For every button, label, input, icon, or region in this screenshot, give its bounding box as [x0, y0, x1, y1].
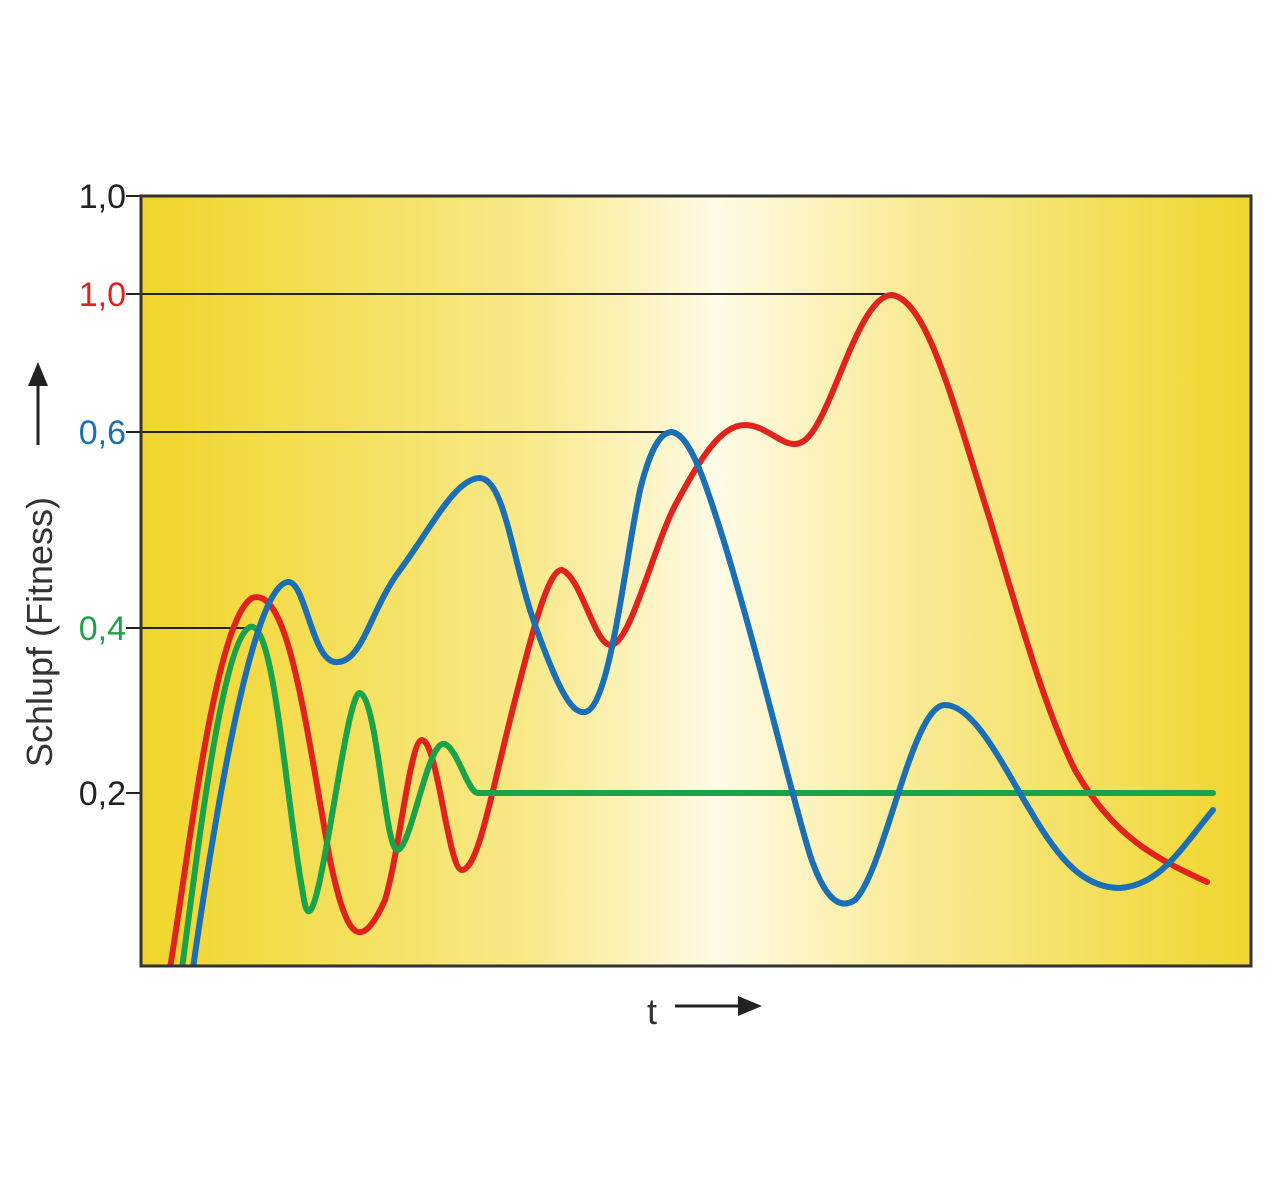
y-tick-label-4: 0,4	[79, 610, 126, 648]
x-axis-arrow-icon	[675, 996, 762, 1016]
y-tick-label-5: 0,2	[79, 775, 126, 813]
x-axis-label: t	[647, 991, 657, 1032]
y-tick-label-2: 1,0	[79, 276, 126, 314]
y-tick-label-1: 1,0	[79, 178, 126, 216]
y-tick-labels: 1,0 1,0 0,6 0,4 0,2	[79, 178, 126, 813]
plot-background	[141, 196, 1251, 966]
series-line-blue	[190, 429, 1216, 966]
series-line-red	[167, 292, 1210, 966]
plot-frame	[139, 194, 1253, 968]
y-tick-label-3: 0,6	[79, 414, 126, 452]
series-line-green	[179, 624, 1216, 966]
y-axis-arrow-icon	[28, 362, 48, 445]
y-tick-marks	[126, 195, 141, 794]
y-axis-label: Schlupf (Fitness)	[19, 497, 60, 767]
